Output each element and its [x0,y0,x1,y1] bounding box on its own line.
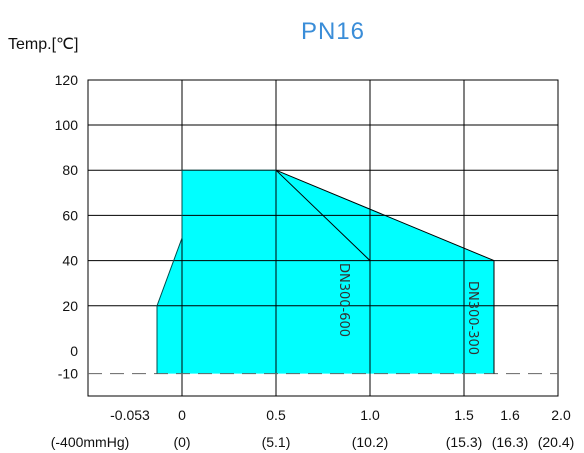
labels-layer: 120 100 80 60 40 20 0 -10 DN300-600 DN300-300 -0.0… [51,72,575,450]
y-tick-label: 100 [55,117,79,133]
x-tick-label: 1.5 [454,407,474,423]
series-label-dn300-300: DN300-300 [465,281,480,355]
x-tick-sublabel: (15.3) [446,434,483,450]
region-outline [156,169,276,374]
x-tick-sublabel: (0) [173,434,190,450]
y-tick-label: 60 [62,207,78,223]
y-axis-label: Temp.[℃] [8,36,78,53]
plot-frame [87,79,559,397]
grid-layer [87,79,559,397]
y-tick-label: 0 [70,343,78,359]
x-tick-sublabel: (5.1) [262,434,291,450]
x-tick-label: 1.0 [360,407,380,423]
y-tick-label: 40 [62,253,78,269]
x-tick-sublabel: (16.3) [492,434,529,450]
x-tick-label: 2.0 [551,407,571,423]
series-label-dn300-600: DN300-600 [336,263,351,337]
fill-layer [157,170,494,374]
x-tick-label: 0.5 [266,407,286,423]
x-tick-sublabel: (20.4) [538,434,575,450]
y-tick-label: -10 [58,366,78,382]
operating-region [157,170,494,374]
x-tick-sublabel: (-400mmHg) [51,434,130,450]
y-tick-label: 20 [62,298,78,314]
lines-layer [88,169,558,375]
x-tick-label: 1.6 [500,407,520,423]
chart-title: PN16 [301,18,365,45]
series-line-dn300-300 [275,169,495,374]
x-tick-sublabel: (10.2) [352,434,389,450]
y-tick-label: 80 [62,162,78,178]
x-tick-label: -0.053 [110,407,150,423]
series-line-dn300-600 [275,169,371,374]
x-tick-label: 0 [178,407,186,423]
y-tick-label: 120 [55,72,79,88]
